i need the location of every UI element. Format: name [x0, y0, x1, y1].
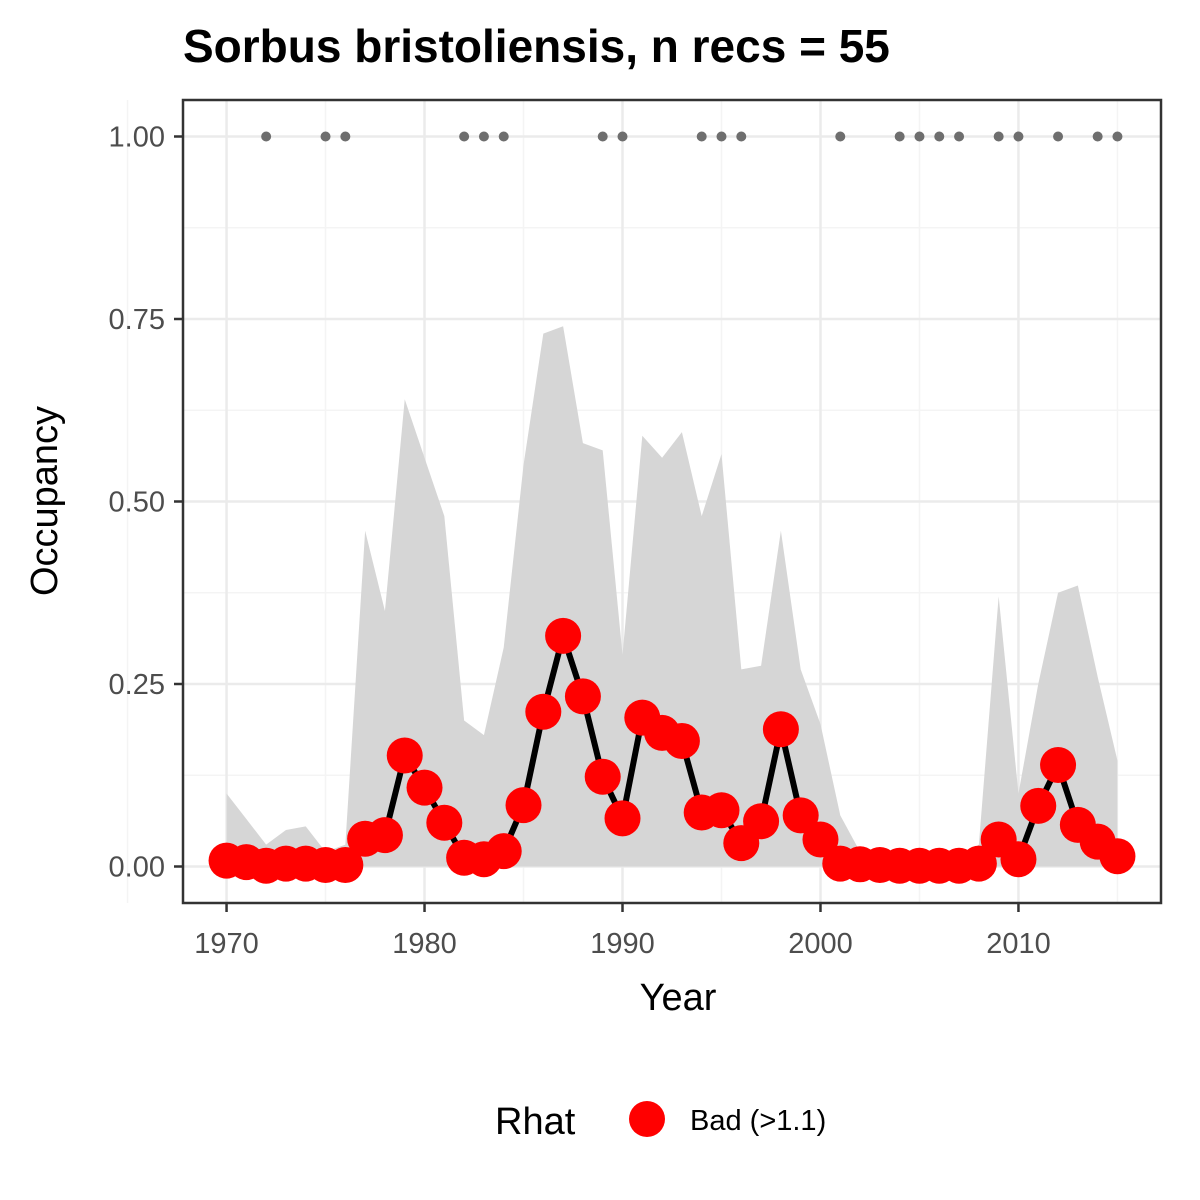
y-axis-title: Occupancy [24, 406, 66, 596]
record-point [914, 131, 925, 142]
y-tick-label: 0.75 [109, 304, 165, 336]
record-point [1092, 131, 1103, 142]
occupancy-point [703, 792, 740, 829]
record-point [954, 131, 965, 142]
y-tick-label: 1.00 [109, 122, 165, 154]
occupancy-point [762, 711, 799, 748]
record-point [617, 131, 628, 142]
x-tick-label: 1990 [590, 928, 655, 960]
occupancy-point [426, 804, 463, 841]
occupancy-point [802, 821, 839, 858]
occupancy-point [386, 737, 423, 774]
record-point [320, 131, 331, 142]
record-point [934, 131, 945, 142]
record-points [261, 131, 1123, 142]
record-point [696, 131, 707, 142]
legend-title: Rhat [495, 1101, 576, 1143]
record-point [716, 131, 727, 142]
record-point [1112, 131, 1123, 142]
occupancy-point [327, 847, 364, 884]
record-point [835, 131, 846, 142]
record-point [340, 131, 351, 142]
record-point [894, 131, 905, 142]
y-tick-label: 0.50 [109, 487, 165, 519]
x-tick-label: 1980 [392, 928, 457, 960]
record-point [459, 131, 470, 142]
record-point [478, 131, 489, 142]
occupancy-point [1040, 747, 1077, 784]
y-tick-label: 0.00 [109, 852, 165, 884]
legend: Rhat Bad (>1.1) [495, 1101, 826, 1143]
axis-ticks: 1970 1980 1990 2000 2010 0.00 0.25 0.50 0.75 1.00 [109, 122, 1051, 961]
record-point [993, 131, 1004, 142]
record-point [261, 131, 272, 142]
x-tick-label: 2000 [788, 928, 853, 960]
occupancy-point [782, 797, 819, 834]
chart-title: Sorbus bristoliensis, n recs = 55 [183, 20, 890, 72]
y-tick-label: 0.25 [109, 669, 165, 701]
occupancy-point [1000, 841, 1037, 878]
occupancy-point [743, 803, 780, 840]
occupancy-point [960, 845, 997, 882]
x-axis-title: Year [640, 977, 717, 1019]
occupancy-point [406, 769, 443, 806]
occupancy-point [525, 693, 562, 730]
occupancy-point [505, 787, 542, 824]
confidence-ribbon [226, 326, 1118, 867]
x-tick-label: 2010 [986, 928, 1051, 960]
occupancy-point [366, 817, 403, 854]
x-tick-label: 1970 [194, 928, 259, 960]
ci-ribbon [226, 326, 1118, 867]
occupancy-point [485, 833, 522, 870]
occupancy-point [584, 758, 621, 795]
record-point [498, 131, 509, 142]
occupancy-point [1099, 838, 1136, 875]
record-point [597, 131, 608, 142]
record-point [1013, 131, 1024, 142]
legend-key-bad [629, 1101, 665, 1137]
occupancy-point [545, 617, 582, 654]
occupancy-point [564, 678, 601, 715]
legend-label-bad: Bad (>1.1) [690, 1105, 826, 1137]
record-point [1053, 131, 1064, 142]
occupancy-point [1020, 787, 1057, 824]
occupancy-points [208, 617, 1136, 884]
occupancy-point [663, 722, 700, 759]
record-point [736, 131, 747, 142]
occupancy-point [604, 800, 641, 837]
